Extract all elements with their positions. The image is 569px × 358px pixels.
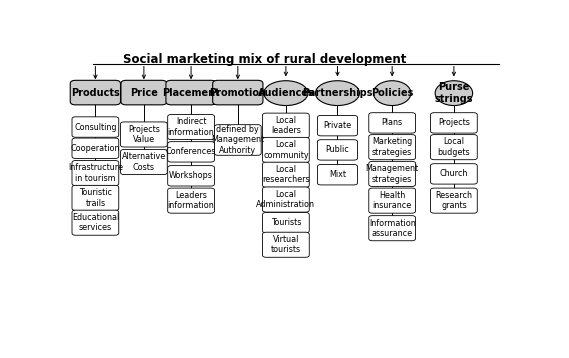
- FancyBboxPatch shape: [72, 210, 119, 235]
- Text: Touristic
trails: Touristic trails: [79, 188, 112, 208]
- FancyBboxPatch shape: [168, 166, 215, 186]
- Text: Research
grants: Research grants: [435, 191, 472, 211]
- FancyBboxPatch shape: [168, 188, 215, 213]
- Text: Indirect
information: Indirect information: [168, 117, 215, 137]
- FancyBboxPatch shape: [72, 185, 119, 211]
- Text: Projects: Projects: [438, 118, 470, 127]
- Text: Local
leaders: Local leaders: [271, 116, 301, 135]
- FancyBboxPatch shape: [72, 160, 119, 185]
- Text: Workshops: Workshops: [169, 171, 213, 180]
- Text: Information
assurance: Information assurance: [369, 218, 415, 238]
- FancyBboxPatch shape: [72, 138, 119, 159]
- Text: Local
Administration: Local Administration: [257, 190, 315, 209]
- Ellipse shape: [373, 81, 411, 106]
- FancyBboxPatch shape: [215, 125, 261, 155]
- FancyBboxPatch shape: [431, 164, 477, 184]
- Text: Church: Church: [440, 169, 468, 178]
- Text: Educational
services: Educational services: [72, 213, 119, 232]
- FancyBboxPatch shape: [121, 122, 167, 147]
- Text: Alternative
Costs: Alternative Costs: [122, 153, 166, 172]
- FancyBboxPatch shape: [262, 137, 310, 163]
- Text: Purse
strings: Purse strings: [435, 82, 473, 104]
- Text: Policies: Policies: [371, 88, 413, 98]
- Text: Social marketing mix of rural development: Social marketing mix of rural developmen…: [123, 53, 407, 66]
- FancyBboxPatch shape: [262, 232, 310, 257]
- Text: Local
community: Local community: [263, 140, 309, 160]
- FancyBboxPatch shape: [369, 113, 415, 133]
- Text: Audiences: Audiences: [258, 88, 314, 98]
- Text: Virtual
tourists: Virtual tourists: [271, 235, 301, 255]
- Ellipse shape: [315, 81, 360, 106]
- Text: Projects
Value: Projects Value: [128, 125, 160, 144]
- FancyBboxPatch shape: [318, 165, 357, 185]
- FancyBboxPatch shape: [72, 117, 119, 137]
- Text: Conferences: Conferences: [166, 147, 216, 156]
- Text: Mixt: Mixt: [329, 170, 346, 179]
- FancyBboxPatch shape: [369, 161, 415, 187]
- Text: Local
researchers: Local researchers: [262, 165, 310, 184]
- Ellipse shape: [435, 81, 473, 106]
- Ellipse shape: [264, 81, 308, 106]
- FancyBboxPatch shape: [262, 113, 310, 138]
- Text: Local
budgets: Local budgets: [438, 137, 470, 157]
- Text: Plans: Plans: [382, 118, 403, 127]
- FancyBboxPatch shape: [262, 162, 310, 187]
- Text: Leaders
information: Leaders information: [168, 191, 215, 211]
- FancyBboxPatch shape: [431, 135, 477, 160]
- Text: Consulting: Consulting: [74, 122, 117, 131]
- FancyBboxPatch shape: [168, 142, 215, 162]
- FancyBboxPatch shape: [318, 116, 357, 136]
- FancyBboxPatch shape: [121, 80, 167, 105]
- Text: Products: Products: [71, 88, 119, 98]
- FancyBboxPatch shape: [431, 188, 477, 213]
- Text: Promotion: Promotion: [209, 88, 266, 98]
- Text: Public: Public: [325, 145, 349, 154]
- Text: Marketing
strategies: Marketing strategies: [372, 137, 413, 157]
- FancyBboxPatch shape: [213, 80, 263, 105]
- Text: Management
strategies: Management strategies: [366, 164, 419, 184]
- Text: Private: Private: [323, 121, 352, 130]
- FancyBboxPatch shape: [262, 187, 310, 212]
- FancyBboxPatch shape: [262, 213, 310, 233]
- FancyBboxPatch shape: [168, 115, 215, 140]
- FancyBboxPatch shape: [318, 140, 357, 160]
- Text: Cooperation: Cooperation: [71, 144, 120, 153]
- Text: Price: Price: [130, 88, 158, 98]
- FancyBboxPatch shape: [369, 216, 415, 241]
- FancyBboxPatch shape: [166, 80, 216, 105]
- Text: Infrastructure
in tourism: Infrastructure in tourism: [68, 163, 123, 183]
- Text: Health
insurance: Health insurance: [373, 191, 412, 211]
- Text: Placement: Placement: [162, 88, 220, 98]
- FancyBboxPatch shape: [369, 188, 415, 213]
- FancyBboxPatch shape: [121, 150, 167, 175]
- FancyBboxPatch shape: [431, 113, 477, 133]
- FancyBboxPatch shape: [369, 135, 415, 160]
- Text: Partnerships: Partnerships: [302, 88, 373, 98]
- FancyBboxPatch shape: [70, 80, 121, 105]
- Text: defined by
Management
Authority: defined by Management Authority: [211, 125, 265, 155]
- Text: Tourists: Tourists: [271, 218, 301, 227]
